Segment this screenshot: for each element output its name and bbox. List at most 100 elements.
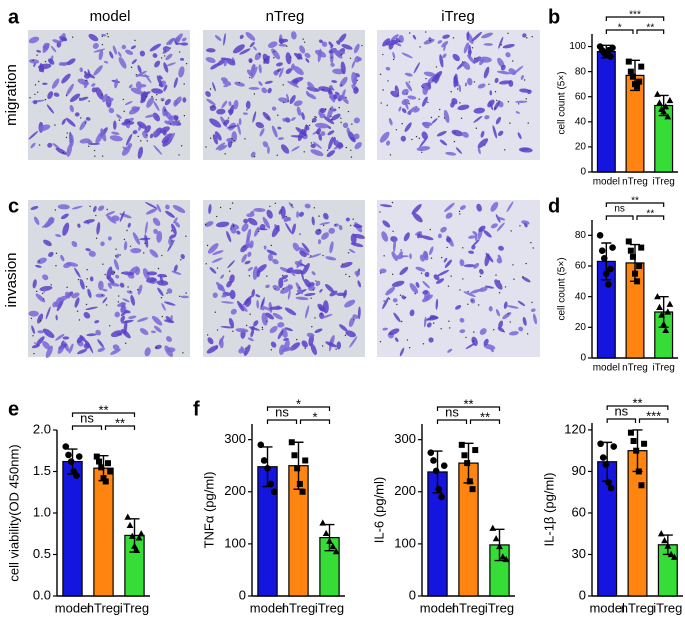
cell-blob	[415, 266, 426, 272]
pore	[459, 213, 461, 215]
pore	[322, 88, 324, 91]
pore	[473, 331, 475, 333]
data-point	[133, 546, 141, 553]
y-tick-label: 40	[575, 291, 587, 302]
pore	[447, 285, 450, 287]
cell-blob	[260, 305, 272, 311]
cell-blob	[271, 125, 278, 138]
pore	[35, 290, 38, 293]
cell-blob	[478, 225, 486, 233]
cell-blob	[473, 115, 483, 123]
cell-blob	[278, 97, 290, 103]
significance-label: **	[463, 396, 473, 411]
cell-blob	[157, 287, 164, 297]
pore	[525, 262, 527, 265]
cell-blob	[229, 104, 235, 116]
significance-bracket	[605, 215, 634, 220]
pore	[418, 137, 421, 140]
pore	[465, 336, 467, 339]
cell-blob	[130, 45, 137, 50]
pore	[261, 326, 264, 329]
cell-blob	[457, 104, 470, 111]
data-point	[658, 311, 665, 318]
data-point	[427, 449, 435, 456]
cell-blob	[295, 296, 309, 301]
cell-blob	[301, 340, 308, 348]
cell-blob	[347, 130, 356, 143]
cell-blob	[146, 97, 154, 108]
cell-blob	[392, 298, 398, 303]
pore	[526, 333, 529, 335]
pore	[164, 50, 166, 52]
y-axis-label: IL-1β (pg/ml)	[541, 473, 556, 547]
pore	[507, 101, 510, 103]
data-point	[461, 452, 468, 459]
cell-blob	[88, 33, 99, 42]
cell-blob	[131, 106, 140, 112]
pore	[315, 116, 317, 119]
pore	[401, 320, 403, 323]
cell-blob	[164, 110, 173, 120]
pore	[392, 58, 395, 61]
cell-blob	[271, 106, 277, 111]
significance-bracket	[436, 419, 468, 424]
bar	[93, 467, 114, 597]
cell-blob	[459, 259, 465, 267]
cell-blob	[39, 285, 53, 292]
cell-blob	[353, 133, 360, 140]
cell-blob	[310, 343, 317, 356]
pore	[246, 109, 248, 111]
pore	[274, 202, 277, 205]
cell-blob	[51, 78, 60, 89]
pore	[33, 352, 35, 355]
cell-blob	[252, 266, 259, 280]
pore	[414, 292, 416, 295]
cell-blob	[262, 53, 270, 65]
cell-blob	[121, 145, 131, 156]
pore	[291, 204, 293, 206]
cell-blob	[248, 86, 260, 90]
cell-blob	[439, 54, 444, 68]
pore	[340, 54, 342, 56]
pore	[105, 304, 108, 306]
pore	[214, 311, 216, 313]
significance-label: ***	[646, 408, 661, 423]
data-point	[600, 255, 608, 262]
data-point	[609, 244, 616, 251]
pore	[270, 349, 273, 351]
pore	[380, 102, 382, 104]
cell-blob	[165, 204, 170, 210]
cell-blob	[121, 271, 135, 276]
cell-blob	[290, 117, 296, 121]
pore	[310, 297, 312, 299]
y-tick-label: 60	[575, 261, 587, 272]
cell-blob	[179, 42, 189, 46]
cell-blob	[291, 146, 300, 152]
pore	[122, 98, 125, 101]
cell-blob	[42, 42, 50, 51]
panel-label: f	[193, 398, 200, 420]
cell-blob	[114, 311, 120, 318]
cell-blob	[471, 336, 478, 347]
cell-blob	[98, 280, 104, 291]
cell-blob	[137, 146, 143, 159]
pore	[418, 98, 420, 100]
cell-blob	[83, 311, 91, 319]
cell-blob	[232, 44, 245, 54]
data-point	[630, 437, 637, 444]
cell-blob	[85, 306, 98, 311]
significance-bracket	[104, 425, 136, 430]
cell-blob	[211, 257, 223, 263]
pore	[146, 140, 148, 142]
pore	[462, 278, 464, 280]
significance-bracket	[469, 419, 501, 424]
pore	[158, 84, 161, 86]
micrographs	[28, 30, 540, 359]
cell-blob	[316, 127, 322, 135]
cell-blob	[173, 115, 178, 121]
cell-blob	[144, 347, 151, 357]
pore	[507, 32, 509, 34]
cell-blob	[98, 49, 104, 61]
cell-blob	[36, 49, 41, 53]
cell-blob	[239, 48, 251, 55]
